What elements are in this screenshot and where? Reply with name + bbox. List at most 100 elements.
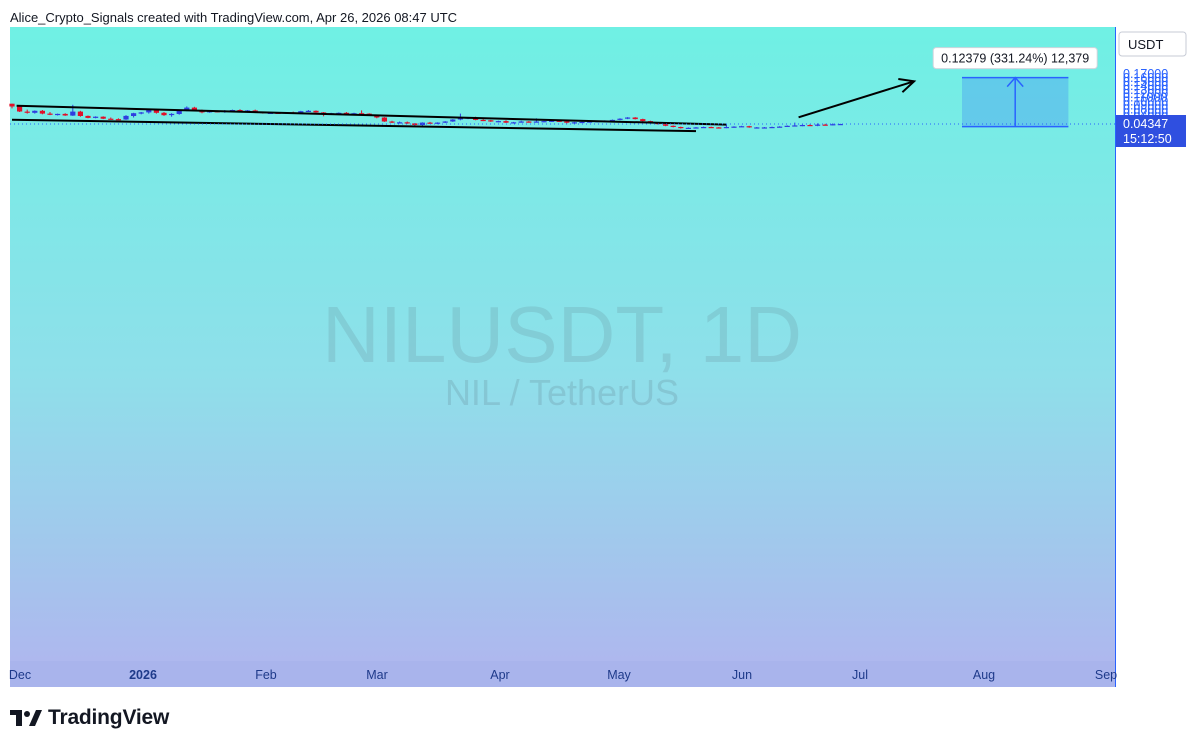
candle-body	[32, 110, 38, 113]
candle-body	[115, 119, 121, 121]
candle-body	[587, 121, 593, 123]
x-tick-label: Aug	[973, 668, 995, 682]
candle-body	[708, 127, 714, 129]
candle-body	[837, 124, 843, 126]
candle-body	[39, 110, 45, 114]
y-tick-label: 0.16000	[1123, 71, 1168, 85]
last-price-badge-box	[1116, 115, 1186, 147]
price-range-label: 0.12379 (331.24%) 12,379	[941, 52, 1089, 66]
x-tick-label: Feb	[255, 668, 277, 682]
candle-body	[480, 119, 486, 122]
candle-body	[678, 127, 684, 129]
candle-body	[571, 122, 577, 124]
candle-body	[518, 121, 524, 123]
candle-body	[640, 119, 646, 122]
candle-body	[746, 126, 752, 128]
candle-body	[731, 126, 737, 128]
candle-body	[359, 113, 365, 115]
candle-body	[739, 126, 745, 128]
countdown-timer: 15:12:50	[1123, 132, 1172, 146]
last-price-value: 0.04347	[1123, 117, 1168, 131]
projection-arrow-head	[898, 78, 917, 93]
candle-body	[62, 113, 68, 116]
candle-body	[815, 124, 821, 126]
candle-body	[564, 121, 570, 123]
candle-body	[184, 107, 190, 111]
price-range-measure[interactable]: 0.12379 (331.24%) 12,379	[932, 47, 1098, 128]
candle-body	[488, 120, 494, 122]
price-range-arrow-head	[1006, 76, 1024, 88]
candle-body	[313, 110, 319, 113]
projection-arrow-line	[798, 80, 915, 119]
candle-body	[404, 122, 410, 124]
candle-body	[769, 127, 775, 129]
x-tick-label: Jun	[732, 668, 752, 682]
candle-body	[138, 112, 144, 114]
drawings[interactable]	[11, 78, 917, 133]
currency-label-text: USDT	[1128, 37, 1163, 52]
candle-body	[131, 113, 137, 116]
candle-body	[153, 110, 159, 113]
upper-trendline	[16, 104, 727, 126]
y-tick-label: 0.08000	[1123, 103, 1168, 117]
candle-body	[685, 127, 691, 129]
candle-body	[609, 119, 615, 122]
y-tick-label: 0.14000	[1123, 79, 1168, 93]
x-tick-label: Mar	[366, 668, 388, 682]
candle-body	[495, 121, 501, 123]
currency-label[interactable]: USDT	[1118, 31, 1187, 57]
candle-body	[533, 121, 539, 123]
y-tick-label: 0.12000	[1123, 87, 1168, 101]
candle-body	[343, 112, 349, 114]
x-tick-label: Sep	[1095, 668, 1117, 682]
candle-body	[161, 112, 167, 116]
candle-body	[777, 126, 783, 128]
time-axis-band	[10, 661, 1115, 687]
candle-body	[47, 113, 53, 115]
currency-label-box	[1118, 31, 1187, 57]
candle-body	[442, 121, 448, 123]
candle-body	[822, 124, 828, 126]
y-tick-label: 0.15000	[1123, 75, 1168, 89]
candle-body	[237, 110, 243, 112]
candle-body	[784, 125, 790, 127]
y-tick-label: 0.10000	[1123, 95, 1168, 109]
x-tick-label: 2026	[129, 668, 157, 682]
lower-trendline	[11, 118, 697, 133]
candle-body	[617, 118, 623, 120]
candle-body	[77, 111, 83, 116]
candle-body	[389, 121, 395, 123]
candle-body	[807, 125, 813, 127]
x-tick-label: May	[607, 668, 631, 682]
candle-body	[70, 111, 76, 116]
candle-body	[556, 120, 562, 122]
candle-body	[799, 125, 805, 127]
tradingview-logo[interactable]: TradingView	[10, 705, 169, 731]
candle-body	[526, 121, 532, 123]
candle-body	[761, 127, 767, 129]
watermark-description: NIL / TetherUS	[445, 372, 679, 413]
candle-body	[381, 117, 387, 122]
candle-body	[693, 127, 699, 129]
y-tick-label: 0.09000	[1123, 99, 1168, 113]
watermark-symbol: NILUSDT, 1D	[322, 290, 802, 379]
y-tick-label: 0.13000	[1123, 83, 1168, 97]
y-tick-label: 0.11000	[1123, 91, 1167, 105]
tradingview-wordmark: TradingView	[48, 706, 170, 729]
candle-body	[549, 120, 555, 122]
candle-body	[541, 121, 547, 123]
candle-body	[716, 127, 722, 129]
candle-body	[625, 117, 631, 119]
candle-body	[55, 113, 61, 116]
candle-body	[632, 117, 638, 120]
candle-body	[723, 127, 729, 129]
candle-body	[511, 122, 517, 124]
candle-body	[176, 110, 182, 114]
y-tick-label: 0.17000	[1123, 67, 1168, 81]
chart-caption: Alice_Crypto_Signals created with Tradin…	[10, 10, 458, 25]
candle-body	[579, 121, 585, 124]
candle-body	[754, 127, 760, 129]
candle-body	[191, 107, 197, 111]
candle-body	[123, 115, 129, 120]
